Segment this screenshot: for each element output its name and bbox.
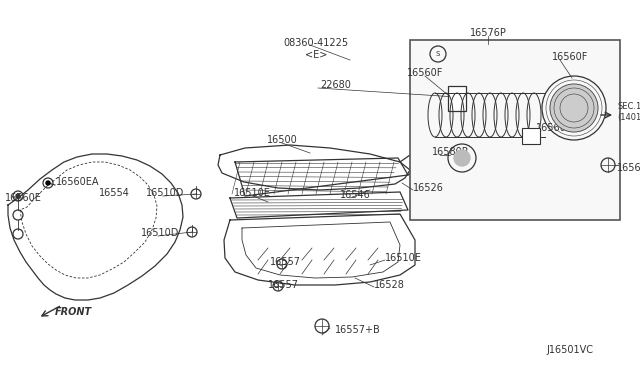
Text: 16528: 16528 (374, 280, 405, 290)
Text: 16560E: 16560E (5, 193, 42, 203)
Text: 16560F: 16560F (552, 52, 588, 62)
Text: 16560FB: 16560FB (536, 123, 579, 133)
Text: 16560F: 16560F (407, 68, 443, 78)
Bar (448, 86, 466, 111)
Text: 16557+B: 16557+B (335, 325, 381, 335)
Text: SEC.140
(14013M): SEC.140 (14013M) (617, 102, 640, 122)
Text: 16560D: 16560D (617, 163, 640, 173)
Text: 16580R: 16580R (432, 147, 470, 157)
Text: 16557: 16557 (268, 280, 299, 290)
Text: 16554: 16554 (99, 188, 129, 198)
Text: 16560EA: 16560EA (56, 177, 99, 187)
Text: 16546: 16546 (340, 190, 371, 200)
Text: 08360-41225
<E>: 08360-41225 <E> (284, 38, 349, 60)
Text: J16501VC: J16501VC (547, 345, 593, 355)
Bar (410, 40, 620, 220)
Text: 16526: 16526 (413, 183, 444, 193)
Text: 16576P: 16576P (470, 28, 506, 38)
Text: 22680: 22680 (320, 80, 351, 90)
Circle shape (46, 181, 50, 185)
Text: 16500: 16500 (267, 135, 298, 145)
Circle shape (550, 84, 598, 132)
Circle shape (16, 194, 20, 198)
Text: 16510D: 16510D (146, 188, 184, 198)
Text: S: S (436, 51, 440, 57)
Text: 16510E: 16510E (234, 188, 271, 198)
Text: 16510D: 16510D (141, 228, 179, 238)
Circle shape (454, 150, 470, 166)
Bar (522, 128, 540, 144)
Text: 16557: 16557 (270, 257, 301, 267)
Text: 16510E: 16510E (385, 253, 422, 263)
Text: FRONT: FRONT (55, 307, 92, 317)
